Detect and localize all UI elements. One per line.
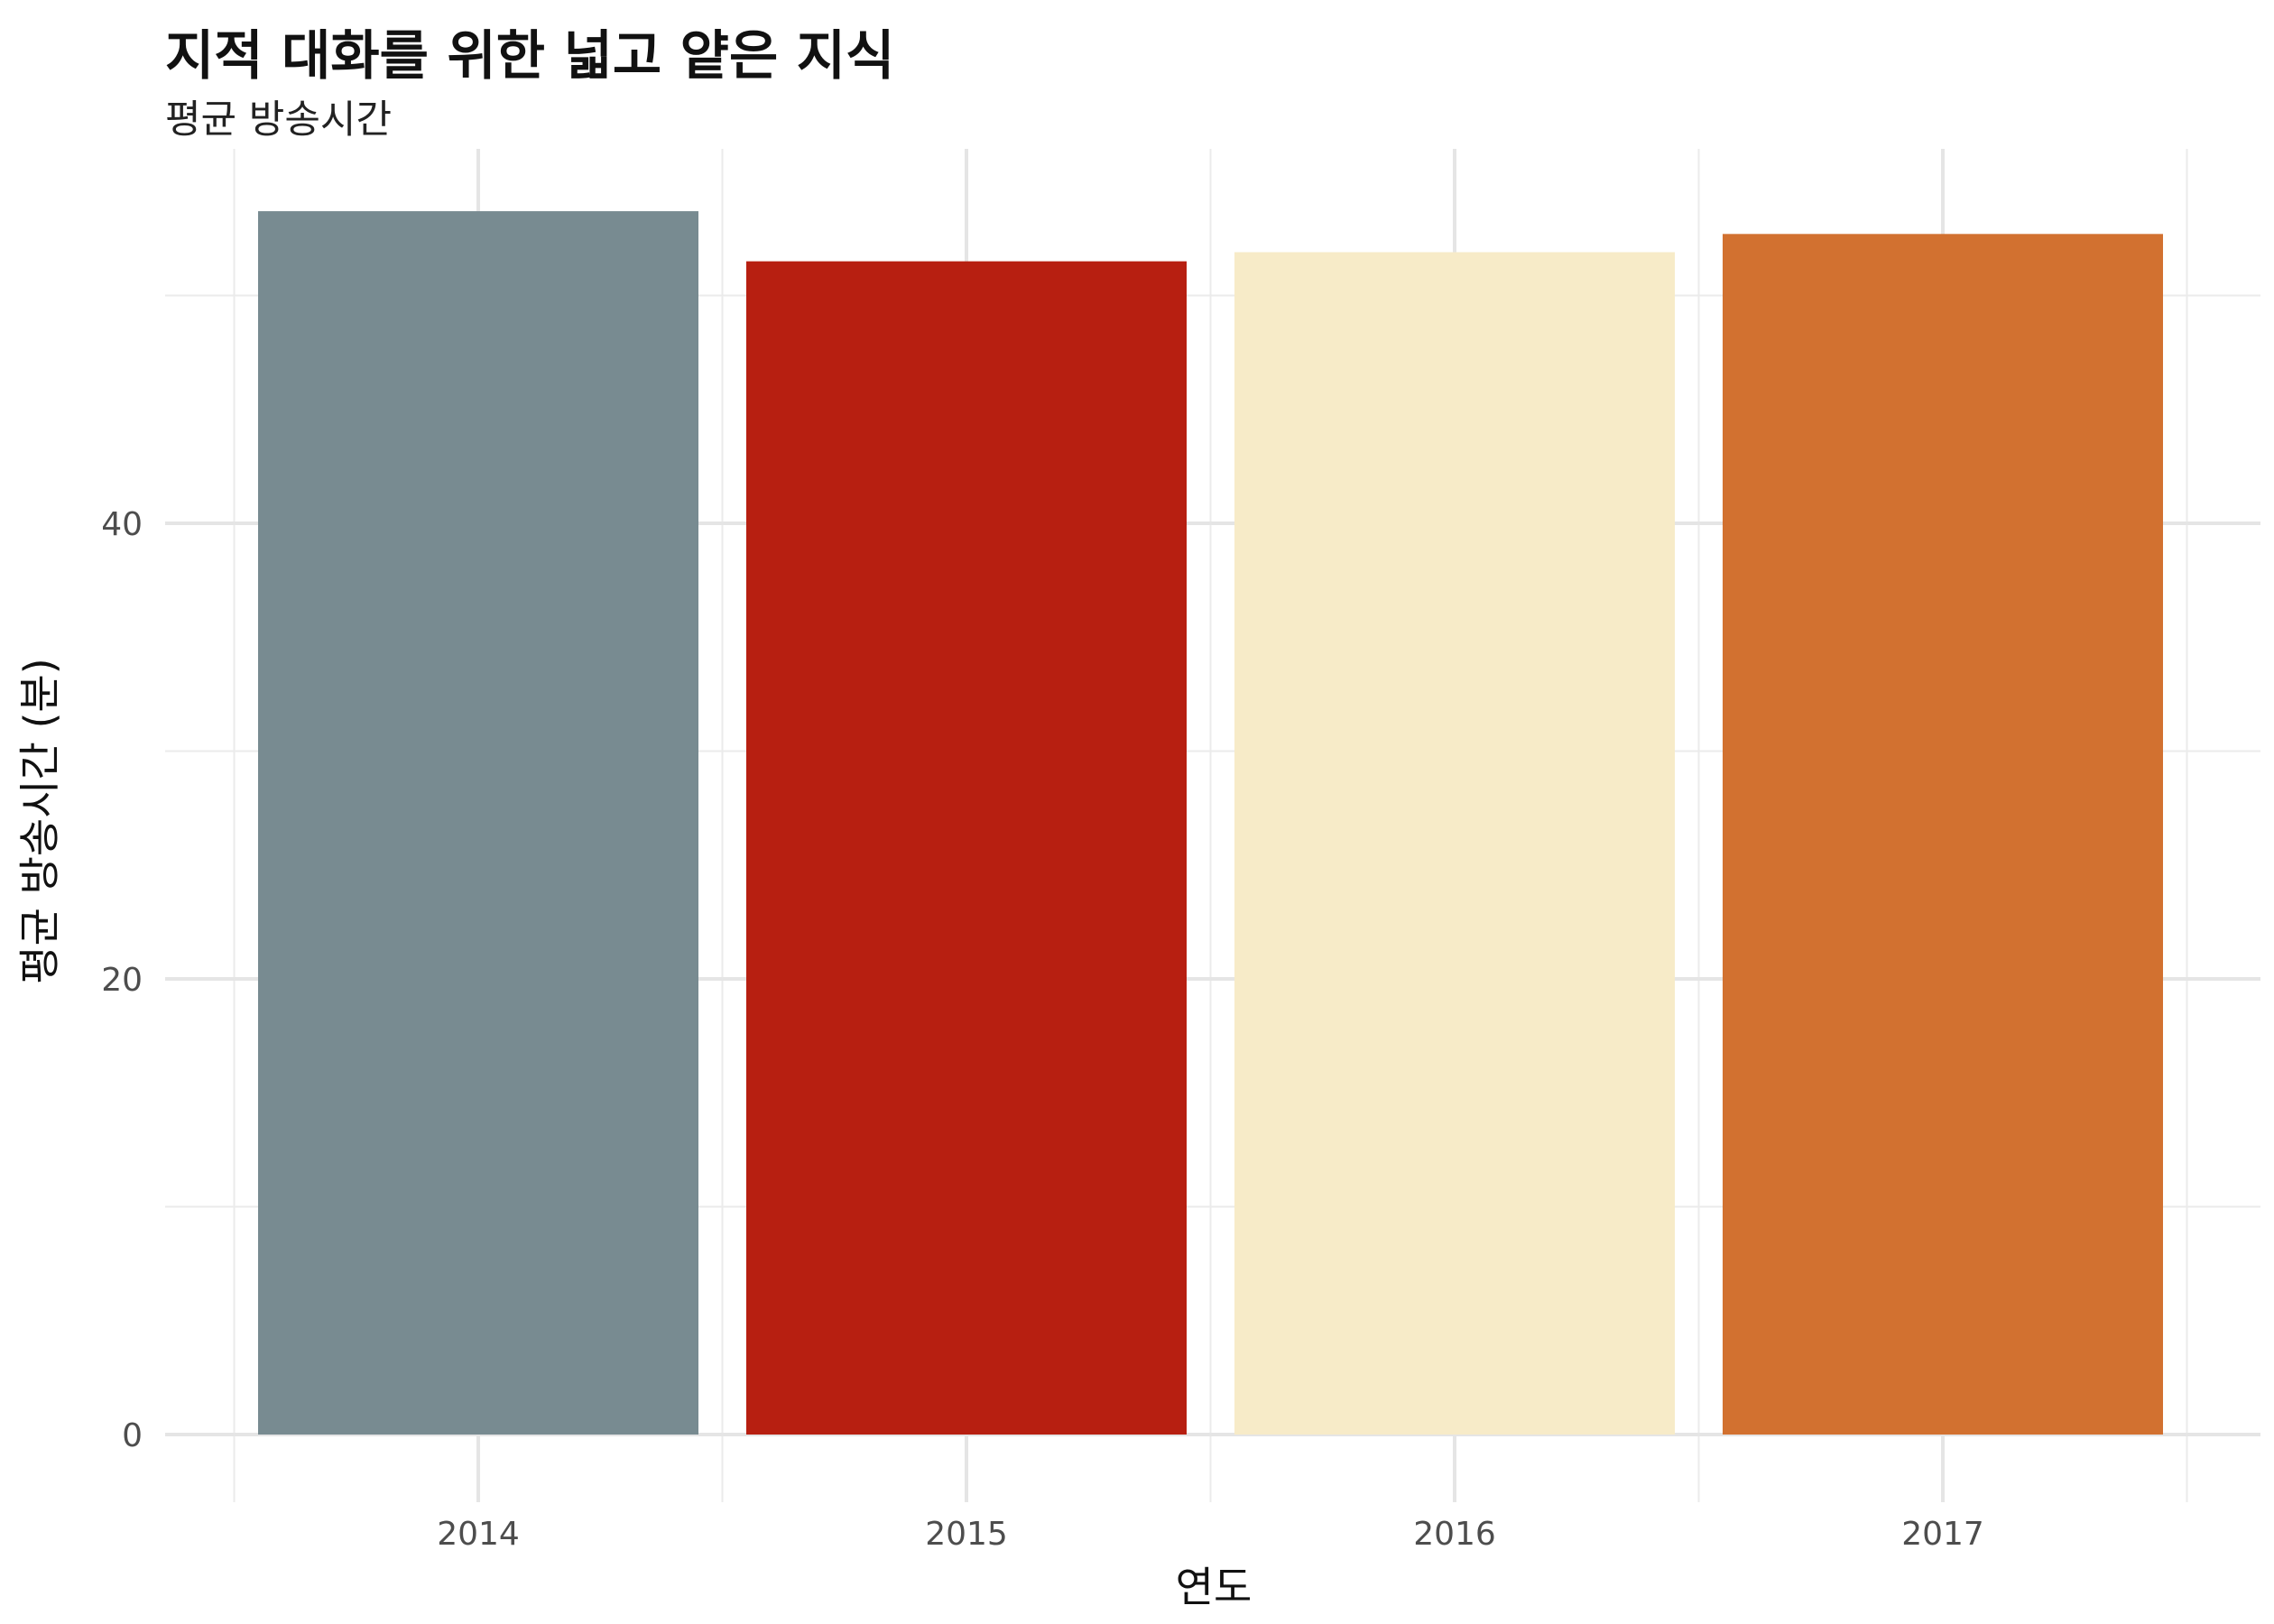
chart-title: 지적 대화를 위한 넓고 얕은 지식 [165,24,895,87]
bars [258,211,2163,1435]
y-axis-title: 평균 방송시간 (분) [15,658,64,983]
y-tick-label: 40 [101,506,143,543]
y-tick-label: 20 [101,962,143,999]
x-tick-label: 2016 [1413,1516,1496,1553]
x-tick-label: 2015 [925,1516,1008,1553]
bar-2014 [258,211,698,1435]
x-tick-label: 2014 [437,1516,520,1553]
bar-2017 [1723,234,2163,1435]
y-tick-label: 0 [122,1417,143,1454]
bar-2016 [1234,252,1675,1435]
x-tick-label: 2017 [1901,1516,1984,1553]
x-axis-title: 연도 [1176,1563,1253,1611]
tick-labels: 0 20 40 2014 2015 2016 2017 [101,506,1984,1553]
bar-2015 [746,261,1187,1435]
chart-subtitle: 평균 방송시간 [165,97,393,143]
